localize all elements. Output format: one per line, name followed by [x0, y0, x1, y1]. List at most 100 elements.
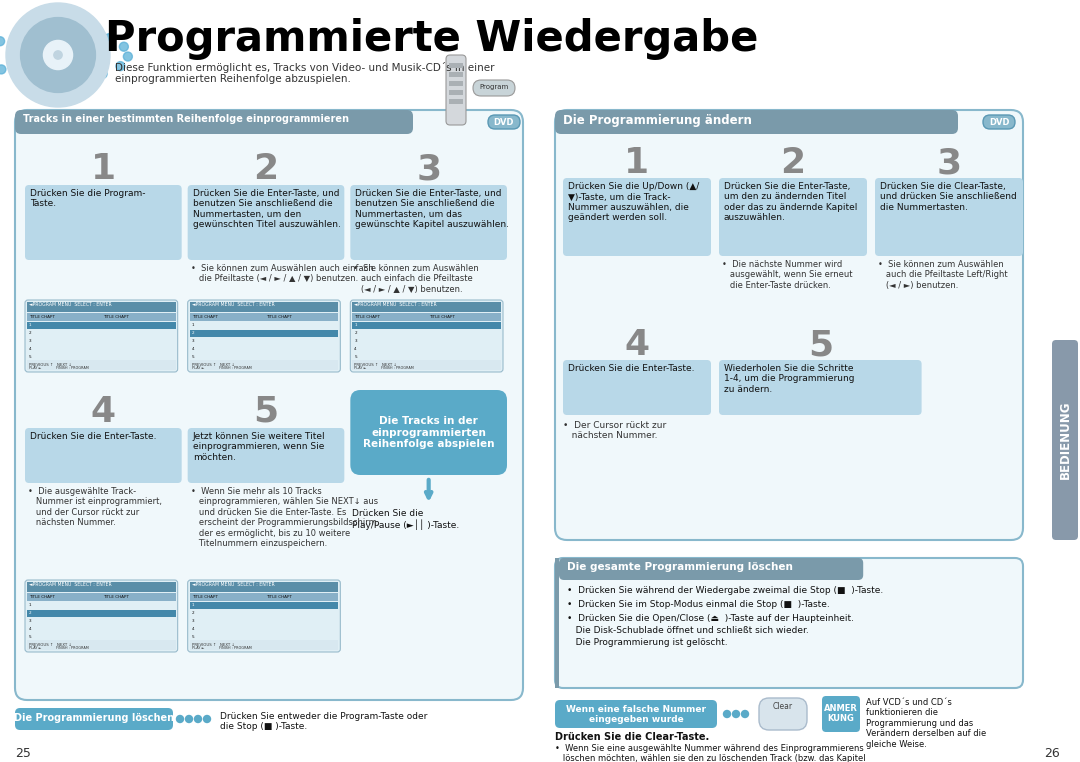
Text: PLAY ►             FINISH : PROGRAM: PLAY ► FINISH : PROGRAM	[191, 366, 252, 370]
Text: Die Programmierung ändern: Die Programmierung ändern	[563, 114, 752, 127]
Circle shape	[203, 716, 211, 722]
FancyBboxPatch shape	[555, 558, 1023, 688]
Text: Die Programmierung ist gelöscht.: Die Programmierung ist gelöscht.	[567, 638, 728, 647]
Text: 5: 5	[191, 356, 194, 360]
Text: •  Drücken Sie die Open/Close (⏏  )-Taste auf der Haupteinheit.: • Drücken Sie die Open/Close (⏏ )-Taste …	[567, 614, 854, 623]
Circle shape	[0, 37, 4, 46]
Text: PREVIOUS ↑   NEXT ↓: PREVIOUS ↑ NEXT ↓	[354, 363, 397, 367]
Text: 2: 2	[29, 331, 31, 335]
FancyBboxPatch shape	[555, 110, 958, 134]
Bar	[190, 302, 338, 312]
Text: 2: 2	[781, 146, 806, 180]
Circle shape	[21, 18, 95, 92]
Bar	[102, 313, 176, 321]
Text: 1: 1	[91, 152, 116, 186]
Text: 5: 5	[191, 636, 194, 639]
Text: Drücken Sie die Enter-Taste.: Drücken Sie die Enter-Taste.	[30, 432, 157, 441]
Bar	[352, 302, 501, 312]
FancyBboxPatch shape	[759, 698, 807, 730]
FancyBboxPatch shape	[555, 700, 717, 728]
Text: 4: 4	[29, 627, 31, 632]
Text: Diese Funktion ermöglicht es, Tracks von Video- und Musik-CD´s in einer: Diese Funktion ermöglicht es, Tracks von…	[114, 62, 495, 73]
Text: Drücken Sie die Program-
Taste.: Drücken Sie die Program- Taste.	[30, 189, 146, 208]
Bar	[352, 313, 427, 321]
Bar	[264, 593, 338, 601]
Circle shape	[6, 3, 110, 107]
Bar	[449, 90, 463, 95]
Text: 4: 4	[29, 347, 31, 351]
Text: TITLE CHAPT: TITLE CHAPT	[191, 315, 218, 319]
Text: •  Wenn Sie eine ausgewählte Nummer während des Einprogrammierens
   löschen möc: • Wenn Sie eine ausgewählte Nummer währe…	[555, 744, 866, 762]
Bar	[352, 322, 501, 329]
Circle shape	[194, 716, 202, 722]
Text: PREVIOUS ↑   NEXT ↓: PREVIOUS ↑ NEXT ↓	[191, 643, 234, 647]
Text: 1: 1	[29, 324, 31, 328]
FancyBboxPatch shape	[350, 185, 507, 260]
Text: 1: 1	[191, 324, 194, 328]
Bar	[190, 360, 338, 370]
Text: TITLE CHAPT: TITLE CHAPT	[191, 595, 218, 599]
Text: TITLE CHAPT: TITLE CHAPT	[266, 315, 292, 319]
FancyBboxPatch shape	[719, 360, 921, 415]
Text: 26: 26	[1044, 747, 1059, 760]
Text: Drücken Sie entweder die Program-Taste oder
die Stop (■ )-Taste.: Drücken Sie entweder die Program-Taste o…	[220, 712, 428, 732]
FancyBboxPatch shape	[488, 115, 519, 129]
Bar	[449, 72, 463, 77]
Text: •  Drücken Sie im Stop-Modus einmal die Stop (■  )-Taste.: • Drücken Sie im Stop-Modus einmal die S…	[567, 600, 829, 609]
Text: PREVIOUS ↑   NEXT ↓: PREVIOUS ↑ NEXT ↓	[29, 363, 71, 367]
FancyBboxPatch shape	[555, 110, 1023, 540]
FancyBboxPatch shape	[15, 110, 413, 134]
Text: ◄PROGRAM MENU  SELECT : ENTER: ◄PROGRAM MENU SELECT : ENTER	[354, 303, 437, 308]
Text: Programmierte Wiedergabe: Programmierte Wiedergabe	[105, 18, 758, 60]
Circle shape	[42, 27, 52, 35]
Text: 4: 4	[191, 347, 194, 351]
Text: •  Wenn Sie mehr als 10 Tracks
   einprogrammieren, wählen Sie NEXT↓ aus
   und : • Wenn Sie mehr als 10 Tracks einprogram…	[191, 487, 379, 548]
Text: 25: 25	[15, 747, 31, 760]
Text: Die Tracks in der
einprogrammierten
Reihenfolge abspielen: Die Tracks in der einprogrammierten Reih…	[363, 416, 495, 449]
Text: Drücken Sie die
Play/Pause (►││ )-Taste.: Drücken Sie die Play/Pause (►││ )-Taste.	[352, 509, 460, 530]
Text: 3: 3	[936, 146, 961, 180]
Text: 5: 5	[254, 395, 279, 429]
Bar	[264, 313, 338, 321]
Bar	[27, 593, 102, 601]
Text: Die Programmierung löschen: Die Programmierung löschen	[14, 713, 174, 723]
Text: 5: 5	[808, 328, 833, 362]
Text: Die Disk-Schublade öffnet und schließt sich wieder.: Die Disk-Schublade öffnet und schließt s…	[567, 626, 809, 635]
Bar	[27, 313, 102, 321]
FancyBboxPatch shape	[188, 300, 340, 372]
Bar	[27, 360, 176, 370]
Text: 1: 1	[624, 146, 649, 180]
Text: 3: 3	[29, 620, 31, 623]
Text: 2: 2	[29, 611, 31, 616]
Text: 4: 4	[191, 627, 194, 632]
Circle shape	[81, 28, 91, 37]
FancyBboxPatch shape	[875, 178, 1023, 256]
Text: TITLE CHAPT: TITLE CHAPT	[29, 315, 55, 319]
Circle shape	[54, 51, 63, 59]
Circle shape	[105, 34, 113, 43]
Text: Wenn eine falsche Nummer
eingegeben wurde: Wenn eine falsche Nummer eingegeben wurd…	[566, 705, 706, 725]
Text: •  Sie können zum Auswählen
   auch einfach die Pfeiltaste
   (◄ / ► / ▲ / ▼) be: • Sie können zum Auswählen auch einfach …	[353, 264, 480, 294]
Circle shape	[96, 31, 106, 40]
Text: 1: 1	[191, 604, 194, 607]
Circle shape	[120, 42, 129, 51]
Circle shape	[176, 716, 184, 722]
FancyBboxPatch shape	[563, 360, 711, 415]
Text: 2: 2	[191, 331, 194, 335]
Bar	[27, 322, 176, 329]
Text: 2: 2	[354, 331, 357, 335]
Circle shape	[186, 716, 192, 722]
FancyBboxPatch shape	[25, 580, 178, 652]
Bar	[427, 313, 501, 321]
Text: ◄PROGRAM MENU  SELECT : ENTER: ◄PROGRAM MENU SELECT : ENTER	[191, 303, 274, 308]
Text: 3: 3	[29, 340, 31, 344]
FancyBboxPatch shape	[563, 178, 711, 256]
Bar	[449, 81, 463, 86]
FancyBboxPatch shape	[350, 300, 503, 372]
Text: PLAY ►             FINISH : PROGRAM: PLAY ► FINISH : PROGRAM	[29, 366, 89, 370]
Text: PREVIOUS ↑   NEXT ↓: PREVIOUS ↑ NEXT ↓	[191, 363, 234, 367]
Text: Drücken Sie die Enter-Taste,
um den zu ändernden Titel
oder das zu ändernde Kapi: Drücken Sie die Enter-Taste, um den zu ä…	[724, 182, 858, 223]
Text: TITLE CHAPT: TITLE CHAPT	[104, 315, 130, 319]
Bar	[449, 99, 463, 104]
Bar	[102, 593, 176, 601]
